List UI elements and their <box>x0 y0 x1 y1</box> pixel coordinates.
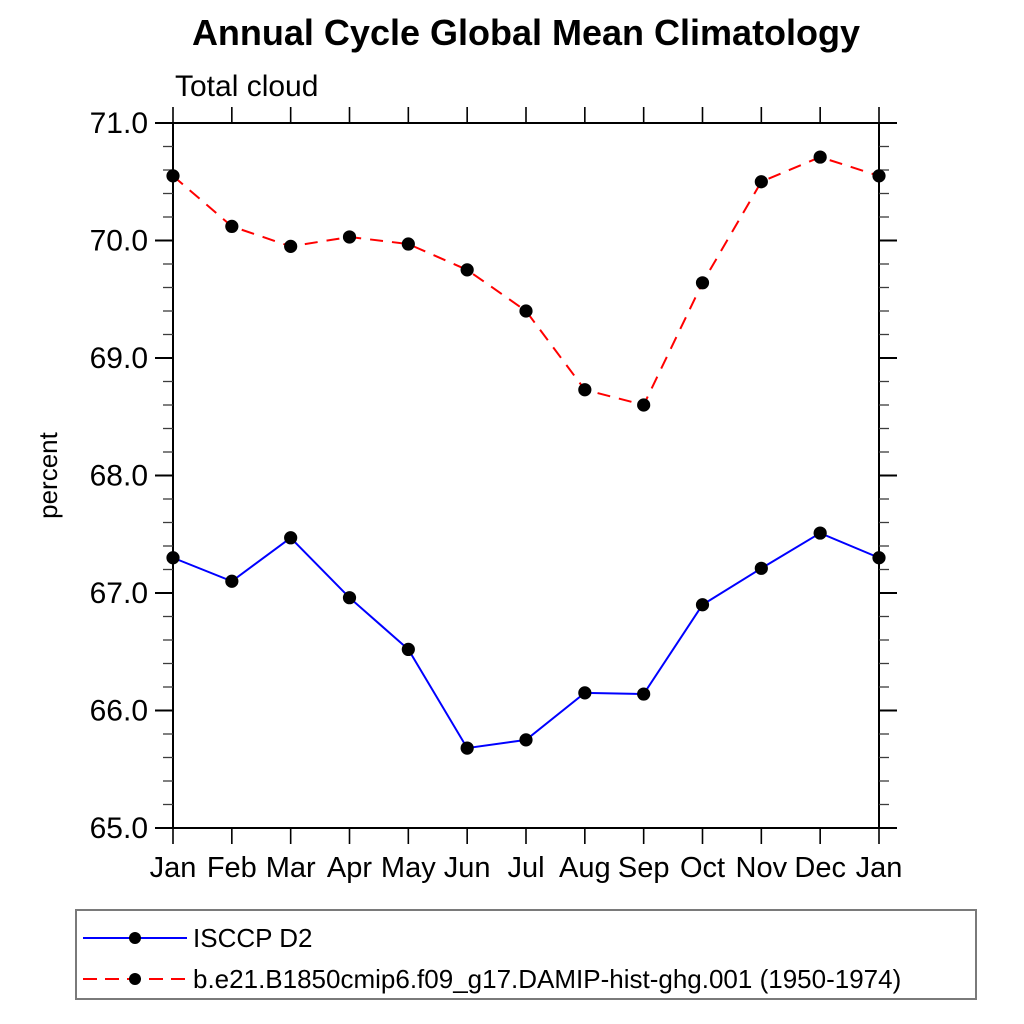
y-tick-labels: 65.0 66.0 67.0 68.0 69.0 70.0 71.0 <box>90 107 148 845</box>
marker-0-7 <box>578 686 592 700</box>
marker-1-12 <box>872 169 886 183</box>
svg-text:Dec: Dec <box>794 852 846 884</box>
y-minor-ticks <box>163 145 889 806</box>
marker-0-8 <box>637 687 651 701</box>
y-axis-title: percent <box>33 431 63 518</box>
svg-text:67.0: 67.0 <box>90 577 148 610</box>
marker-1-2 <box>284 239 298 253</box>
marker-0-5 <box>460 741 474 755</box>
legend-line-swatch-solid <box>83 932 187 944</box>
svg-text:Nov: Nov <box>736 852 788 884</box>
svg-text:Oct: Oct <box>680 852 725 884</box>
marker-1-9 <box>695 276 710 290</box>
svg-text:Sep: Sep <box>618 852 670 884</box>
legend-item-model: b.e21.B1850cmip6.f09_g17.DAMIP-hist-ghg.… <box>80 964 901 994</box>
marker-0-11 <box>813 526 827 540</box>
marker-0-4 <box>401 642 415 657</box>
x-tick-labels: Jan Feb Mar Apr May Jun Jul Aug Sep Oct Nov Dec Jan <box>150 852 903 884</box>
marker-0-3 <box>342 591 357 605</box>
svg-text:Apr: Apr <box>327 852 372 884</box>
svg-text:71.0: 71.0 <box>90 107 148 140</box>
legend-label-model: b.e21.B1850cmip6.f09_g17.DAMIP-hist-ghg.… <box>193 963 902 994</box>
marker-0-10 <box>754 561 768 575</box>
marker-0-1 <box>225 574 239 588</box>
series-0 <box>166 526 886 755</box>
marker-1-8 <box>637 398 651 412</box>
marker-0-9 <box>695 598 710 612</box>
marker-1-5 <box>460 263 474 277</box>
legend-item-isccp: ISCCP D2 <box>80 923 312 953</box>
marker-1-7 <box>578 383 592 397</box>
marker-0-2 <box>284 531 298 545</box>
svg-text:65.0: 65.0 <box>90 812 148 845</box>
svg-text:68.0: 68.0 <box>90 460 148 493</box>
y-major-ticks <box>155 122 897 829</box>
svg-text:66.0: 66.0 <box>90 695 148 728</box>
series-1 <box>166 150 886 412</box>
month-ticks <box>172 107 880 844</box>
marker-1-11 <box>813 150 827 164</box>
svg-text:Jan: Jan <box>856 852 903 884</box>
svg-text:Mar: Mar <box>266 852 316 884</box>
marker-1-4 <box>401 237 415 251</box>
svg-text:Aug: Aug <box>559 852 611 884</box>
legend-line-swatch-dashed <box>83 973 187 985</box>
svg-text:Jan: Jan <box>150 852 197 884</box>
marker-0-0 <box>166 551 180 565</box>
marker-1-3 <box>342 230 357 244</box>
marker-1-0 <box>166 169 180 183</box>
svg-text:May: May <box>381 852 436 884</box>
marker-1-1 <box>225 219 239 233</box>
axes-frame <box>172 122 880 829</box>
chart-title: Annual Cycle Global Mean Climatology <box>191 12 861 53</box>
svg-text:Jul: Jul <box>507 852 544 884</box>
svg-text:Jun: Jun <box>444 852 491 884</box>
marker-0-6 <box>519 733 533 747</box>
marker-1-10 <box>754 175 768 189</box>
svg-text:69.0: 69.0 <box>90 342 148 375</box>
chart-subtitle: Total cloud <box>175 70 319 103</box>
svg-text:70.0: 70.0 <box>90 225 148 258</box>
marker-0-12 <box>872 551 886 565</box>
legend: ISCCP D2 b.e21.B1850cmip6.f09_g17.DAMIP-… <box>75 909 977 1000</box>
legend-label-isccp: ISCCP D2 <box>193 922 313 953</box>
svg-text:Feb: Feb <box>207 852 257 884</box>
marker-1-6 <box>519 304 533 318</box>
